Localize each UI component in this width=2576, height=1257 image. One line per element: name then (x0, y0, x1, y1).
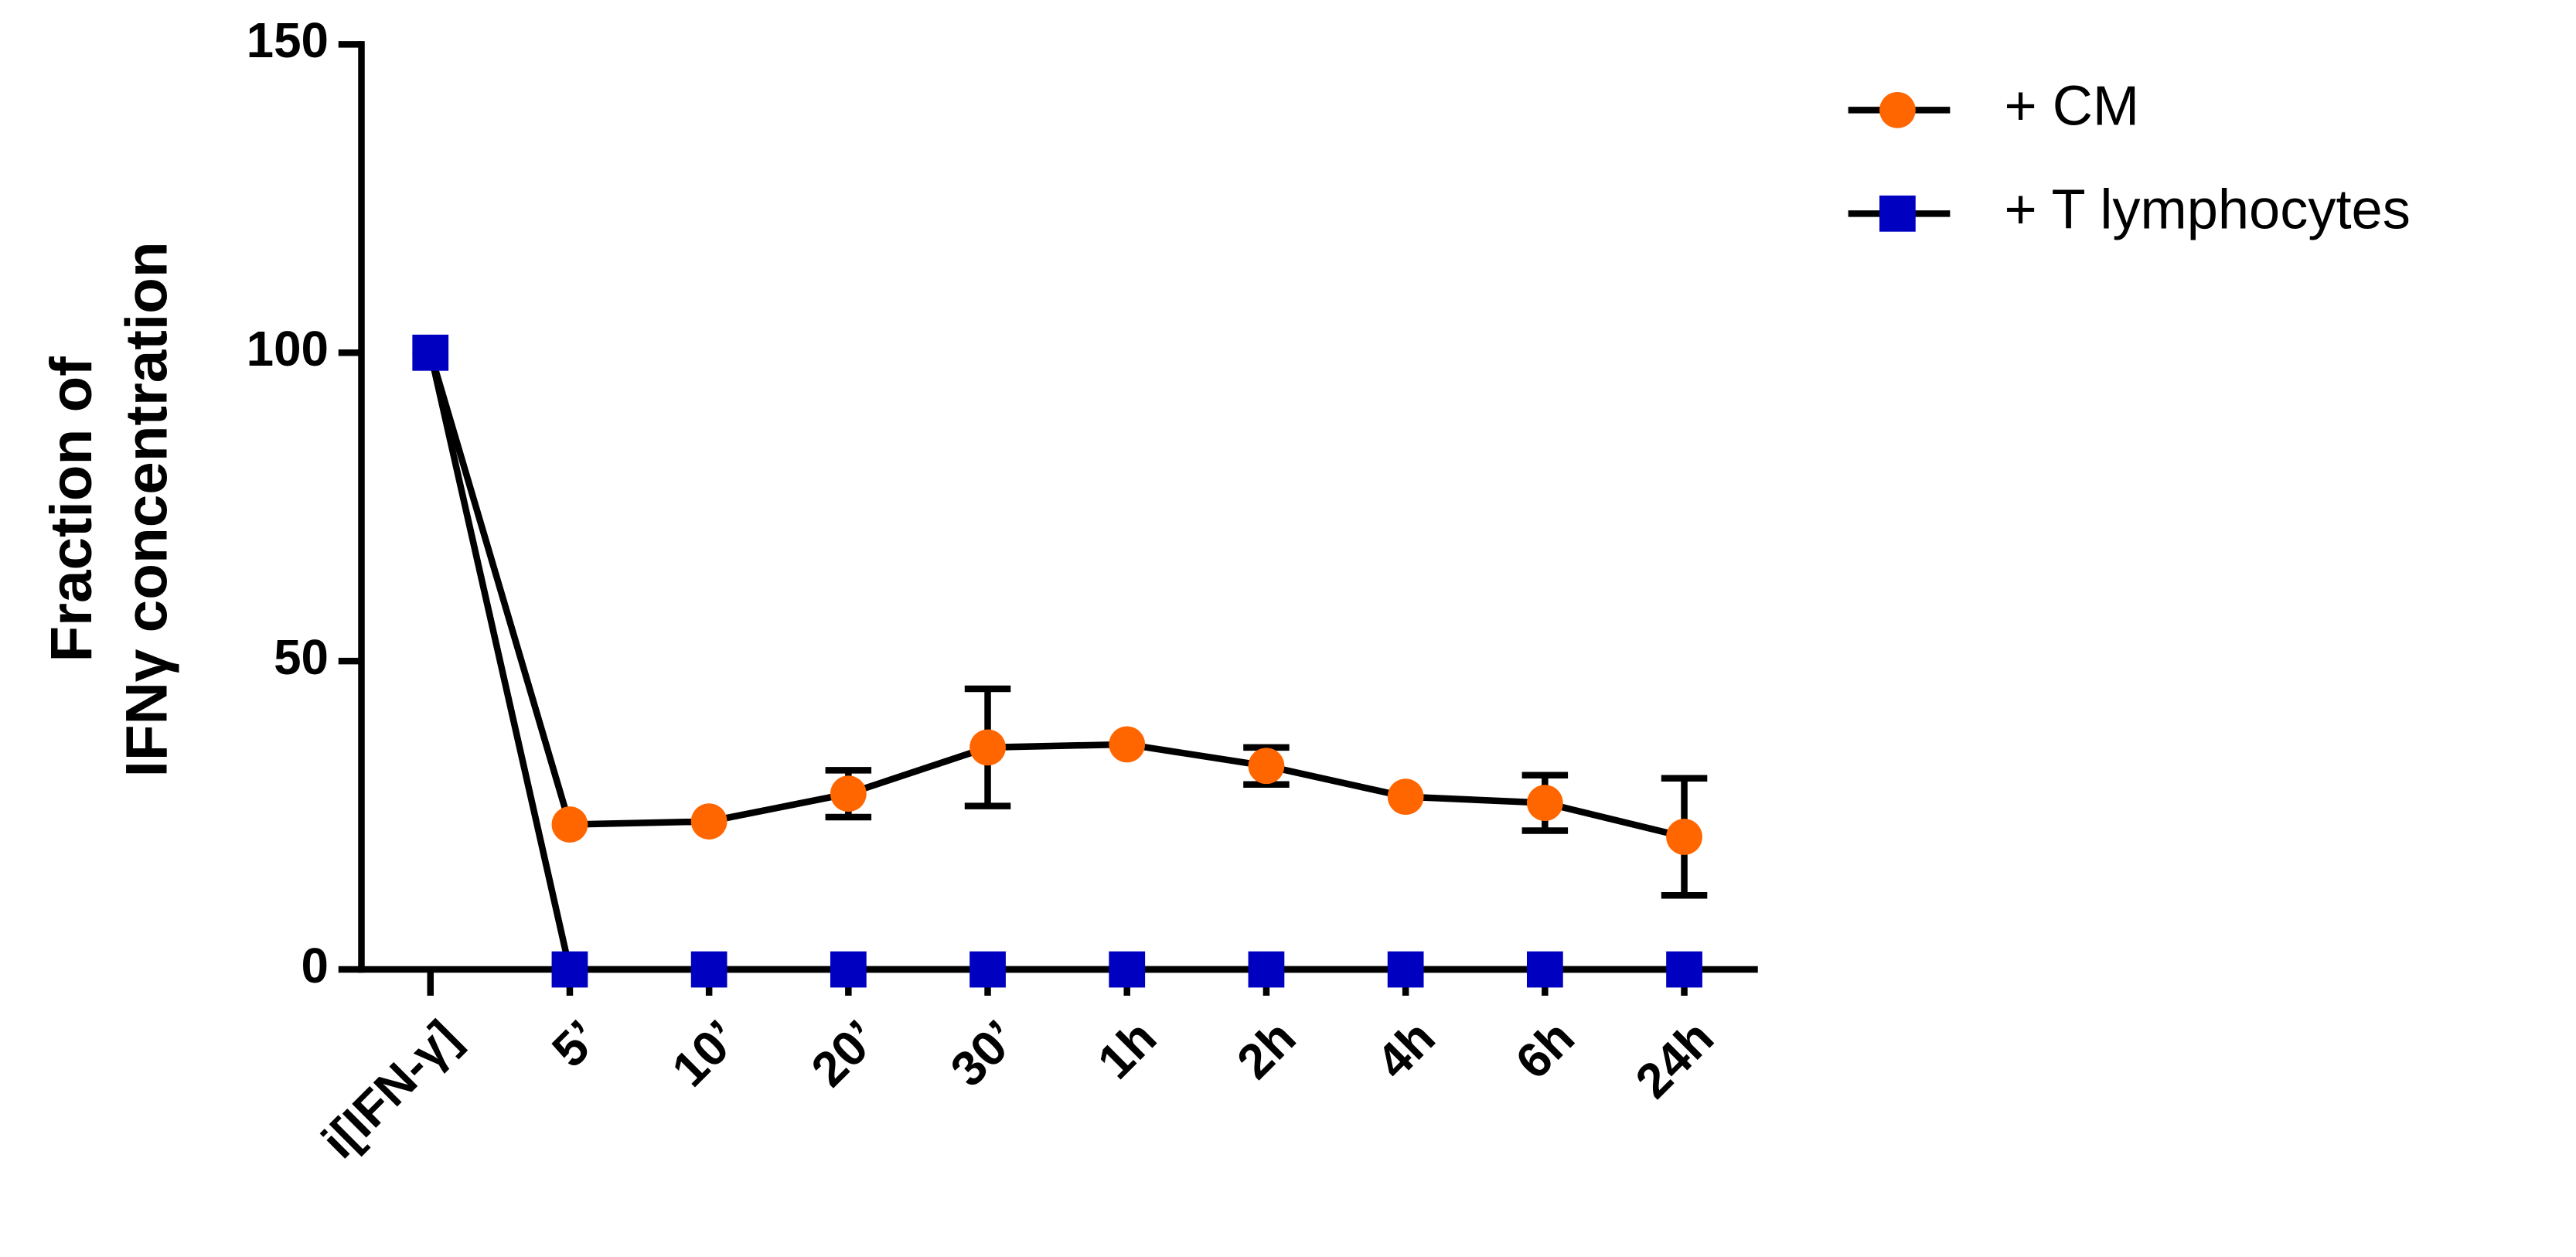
x-tick-label: 5’ (541, 1010, 609, 1078)
x-tick-label: 4h (1365, 1010, 1446, 1090)
x-tick-label: 30’ (940, 1010, 1028, 1098)
data-point (412, 334, 449, 371)
x-tick-label: 1h (1087, 1010, 1167, 1090)
legend-marker (1879, 92, 1916, 128)
data-point (830, 775, 867, 812)
y-tick-label: 100 (247, 321, 329, 376)
series-line (427, 352, 1685, 840)
data-point (969, 729, 1006, 766)
y-axis-label: IFNγ concentration (114, 241, 180, 777)
y-tick-label: 0 (302, 938, 329, 993)
data-point (1526, 951, 1563, 988)
data-point (1248, 951, 1285, 988)
y-axis-label: Fraction of (39, 356, 104, 663)
series-line (427, 352, 1685, 973)
x-tick-label: 6h (1504, 1010, 1585, 1090)
data-point (551, 951, 588, 988)
data-point (690, 803, 727, 840)
y-tick-label: 150 (247, 12, 329, 68)
data-point (1387, 778, 1424, 816)
x-tick-label: 2h (1226, 1010, 1307, 1090)
data-point (551, 806, 588, 843)
x-tick-label: 20’ (800, 1010, 888, 1098)
data-point (1109, 951, 1146, 988)
legend-marker (1879, 195, 1916, 232)
data-point (969, 951, 1006, 988)
data-point (1109, 726, 1146, 763)
legend-label: + CM (2005, 75, 2140, 137)
legend-label: + T lymphocytes (2005, 179, 2411, 240)
data-point (1248, 748, 1285, 785)
data-point (1387, 951, 1424, 988)
data-point (830, 951, 867, 988)
x-tick-label: 10’ (661, 1010, 749, 1098)
data-point (690, 951, 727, 988)
x-tick-label: i[IFN-γ] (311, 1010, 470, 1169)
y-tick-label: 50 (274, 629, 329, 685)
data-point (1666, 819, 1702, 855)
data-point (1526, 785, 1563, 822)
x-tick-label: 24h (1625, 1010, 1725, 1109)
data-point (1666, 951, 1702, 988)
